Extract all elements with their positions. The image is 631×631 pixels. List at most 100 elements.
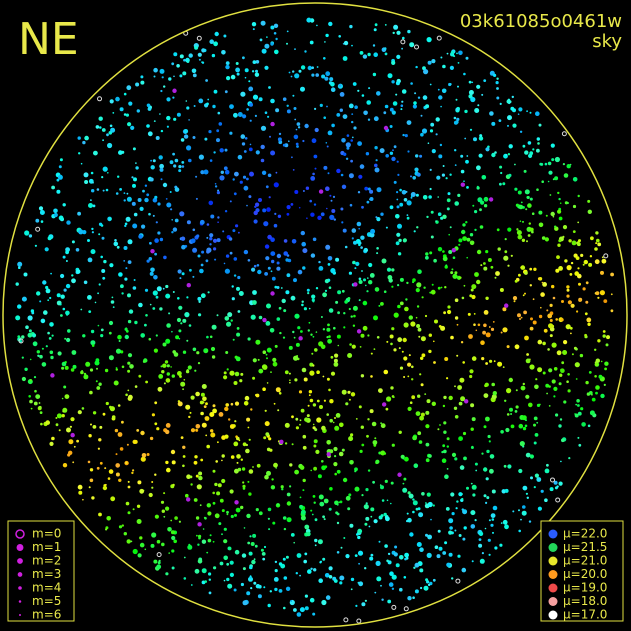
star [416, 172, 421, 177]
star [397, 252, 402, 256]
star [247, 337, 251, 341]
star [326, 377, 330, 381]
star [266, 382, 269, 384]
star [110, 496, 116, 502]
star [192, 347, 197, 352]
star [124, 334, 129, 340]
star [348, 173, 354, 179]
star [156, 539, 161, 544]
star [301, 303, 304, 307]
star [98, 438, 102, 442]
star [507, 153, 511, 156]
star [252, 376, 256, 380]
star [389, 125, 393, 128]
star [341, 448, 345, 452]
star [286, 30, 289, 33]
star [450, 492, 455, 497]
star [208, 572, 212, 576]
star [410, 175, 412, 178]
star [302, 489, 305, 492]
star [136, 504, 141, 508]
star [300, 330, 303, 333]
star [243, 527, 246, 529]
star [209, 412, 215, 417]
star [284, 422, 290, 428]
star [301, 300, 304, 303]
star [198, 475, 203, 481]
star [260, 125, 267, 131]
star [421, 128, 428, 134]
star [404, 306, 409, 312]
star [66, 220, 71, 225]
star [255, 69, 258, 73]
star [563, 400, 567, 404]
legend-label: μ=21.5 [563, 540, 607, 554]
star [448, 395, 453, 401]
star [336, 469, 341, 474]
star [179, 375, 182, 378]
star [582, 263, 585, 266]
star [561, 438, 565, 443]
star [367, 52, 371, 57]
star [249, 143, 252, 146]
star [324, 289, 328, 292]
star [365, 249, 368, 252]
star [114, 428, 119, 433]
star [529, 267, 533, 271]
star [534, 433, 539, 437]
star [436, 175, 441, 180]
star [431, 149, 436, 154]
star [571, 240, 577, 246]
star [40, 220, 44, 223]
star [186, 220, 191, 225]
star [291, 156, 293, 159]
star [519, 130, 523, 133]
star [188, 324, 192, 327]
star [361, 443, 365, 447]
star [345, 157, 349, 160]
star [302, 190, 305, 192]
star [98, 512, 102, 517]
star [391, 268, 395, 272]
star [328, 335, 331, 338]
star [181, 165, 185, 168]
star [214, 185, 218, 188]
star [324, 279, 329, 284]
legend-label: μ=19.0 [563, 581, 607, 595]
star [321, 460, 324, 463]
star [499, 543, 503, 547]
star [290, 203, 294, 206]
star [348, 271, 352, 275]
star [89, 390, 93, 395]
star [439, 424, 441, 426]
star [173, 52, 178, 57]
star [367, 418, 370, 421]
star [429, 168, 432, 171]
star-faint [298, 336, 303, 341]
star [150, 543, 155, 548]
star [273, 182, 279, 188]
star [330, 87, 336, 92]
star [251, 559, 256, 565]
star [588, 262, 593, 267]
star [408, 315, 413, 320]
star [528, 222, 531, 225]
star [63, 385, 67, 389]
star [390, 386, 394, 390]
star [260, 20, 266, 26]
star [465, 56, 469, 60]
star [165, 378, 171, 383]
star [91, 189, 95, 193]
star [587, 424, 591, 428]
star [111, 415, 116, 419]
star [252, 94, 259, 100]
star [338, 451, 344, 457]
star [479, 558, 485, 564]
star [270, 371, 272, 373]
star [124, 277, 128, 281]
star [425, 255, 429, 260]
star [379, 484, 382, 486]
star-bright [550, 477, 556, 483]
star [406, 120, 412, 125]
star [209, 335, 213, 339]
